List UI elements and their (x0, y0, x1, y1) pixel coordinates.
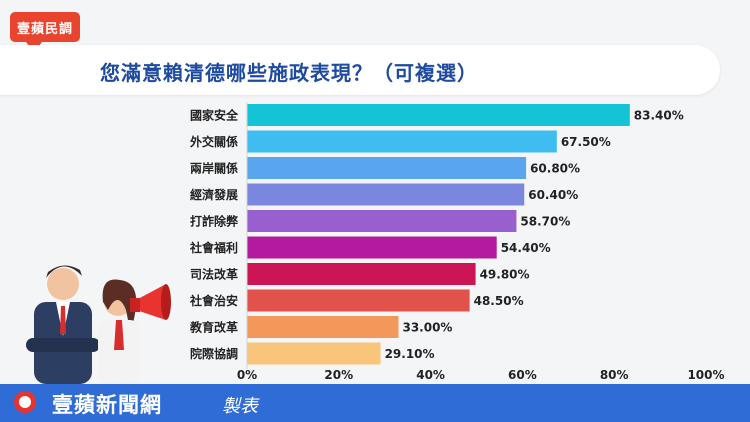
x-tick-label: 0% (237, 368, 257, 382)
category-label: 司法改革 (190, 267, 238, 282)
value-label: 60.40% (528, 188, 578, 202)
category-label: 院際協調 (190, 346, 238, 361)
x-tick-label: 80% (600, 368, 629, 382)
x-tick-label: 40% (416, 368, 445, 382)
poll-badge: 壹蘋民調 (10, 12, 80, 42)
chart-title: 您滿意賴清德哪些施政表現？（可複選） (100, 61, 478, 85)
bar (247, 130, 557, 153)
value-label: 33.00% (402, 321, 452, 335)
people-illustration (26, 265, 171, 384)
x-tick-label: 60% (508, 368, 537, 382)
bar (247, 342, 381, 365)
bar (247, 289, 470, 312)
bar (247, 263, 476, 285)
value-label: 49.80% (480, 268, 530, 282)
bar-chart: 國家安全 83.40% 外交關係 67.50% 兩岸關係 60.80% 經濟發展 60.40%… (189, 102, 725, 382)
bar (247, 236, 497, 259)
x-tick-label: 100% (687, 368, 724, 382)
bar (247, 157, 527, 179)
value-label: 54.40% (501, 241, 551, 255)
category-label: 社會治安 (189, 293, 238, 308)
footer-bar (0, 384, 750, 422)
x-tick-label: 20% (324, 368, 353, 382)
footer-suffix: 製表 (222, 396, 258, 417)
bar (247, 104, 630, 126)
category-label: 社會福利 (189, 240, 238, 255)
value-label: 58.70% (520, 215, 570, 229)
footer-brand: 壹蘋新聞網 (52, 393, 162, 417)
woman-figure (98, 279, 140, 384)
megaphone (130, 284, 171, 320)
brand-logo-icon (14, 391, 36, 413)
bar (247, 183, 525, 206)
bar (247, 210, 517, 232)
title-bar (0, 45, 720, 95)
category-label: 兩岸關係 (190, 161, 238, 176)
bar (247, 316, 399, 338)
category-label: 外交關係 (190, 134, 238, 149)
value-label: 83.40% (634, 109, 684, 123)
value-label: 48.50% (474, 294, 524, 308)
value-label: 67.50% (561, 135, 611, 149)
value-label: 60.80% (530, 162, 580, 176)
category-label: 國家安全 (190, 108, 239, 123)
category-label: 經濟發展 (190, 187, 238, 202)
category-label: 教育改革 (189, 320, 238, 335)
value-label: 29.10% (385, 347, 435, 361)
man-figure (26, 265, 100, 384)
category-label: 打詐除弊 (190, 214, 239, 229)
